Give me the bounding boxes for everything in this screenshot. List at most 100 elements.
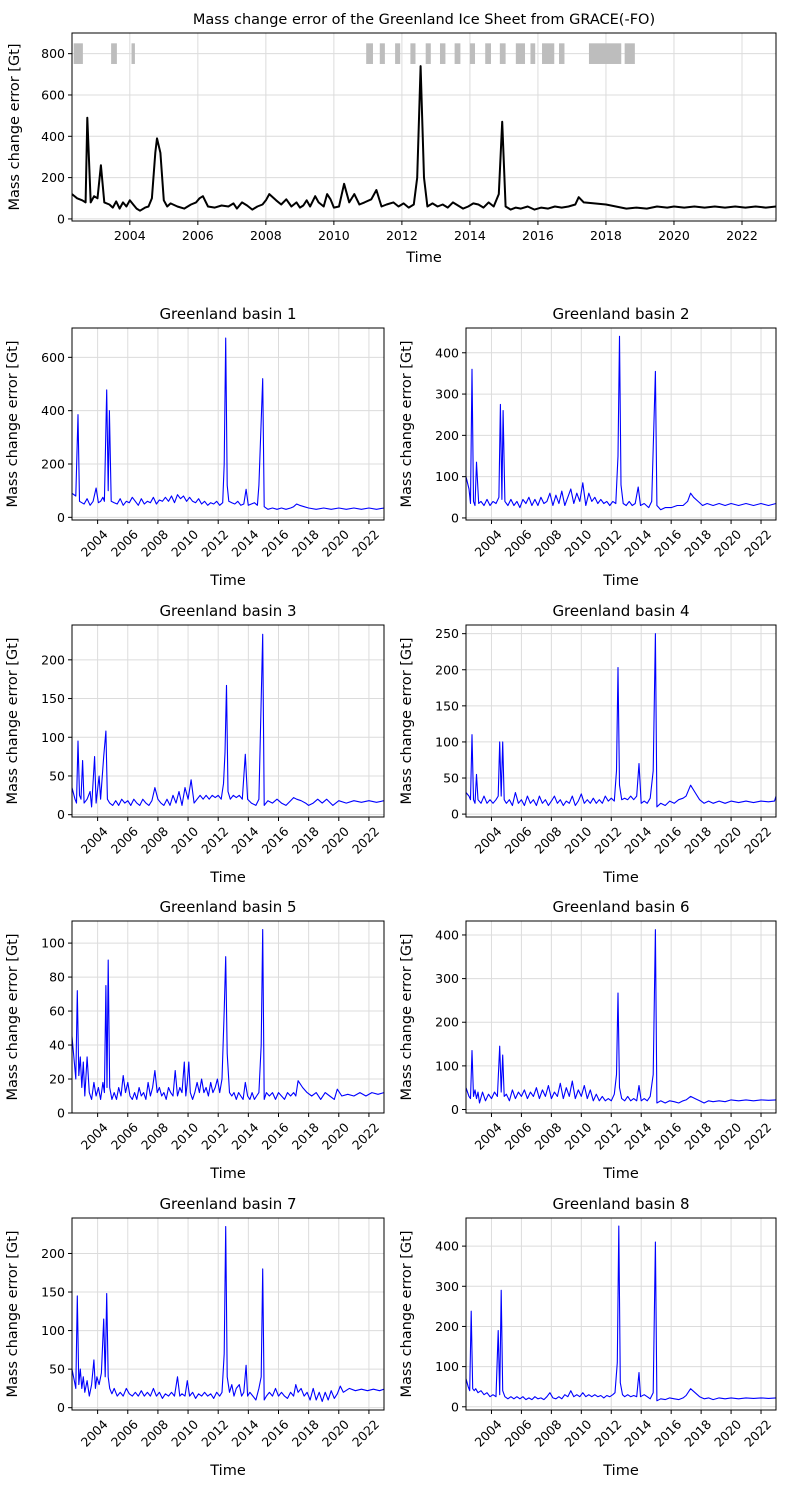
x-tick-label: 2018 (289, 527, 322, 560)
x-tick-label: 2010 (168, 1417, 201, 1450)
x-axis-label: Time (209, 870, 246, 886)
basin-title: Greenland basin 2 (552, 305, 689, 323)
y-tick-label: 100 (41, 936, 65, 951)
plot-frame (71, 624, 385, 818)
y-tick-label: 50 (49, 768, 65, 783)
basin-title: Greenland basin 8 (552, 1195, 689, 1213)
x-axis-label: Time (209, 1463, 246, 1479)
x-tick-label: 2010 (168, 1120, 201, 1153)
x-tick-label: 2016 (259, 527, 292, 560)
y-tick-label: 800 (41, 46, 65, 61)
plot-frame (71, 32, 777, 222)
y-tick-label: 0 (451, 807, 459, 822)
x-tick-label: 2010 (168, 527, 201, 560)
x-tick-label: 2012 (591, 824, 624, 857)
x-tick-label: 2010 (561, 527, 594, 560)
basin-title: Greenland basin 3 (159, 602, 296, 620)
x-tick-label: 2016 (651, 527, 684, 560)
y-tick-label: 600 (41, 350, 65, 365)
basin-panel-4: 0501001502002502004200620082010201220142… (399, 602, 777, 886)
y-tick-label: 60 (49, 1004, 65, 1019)
x-tick-label: 2014 (621, 1120, 654, 1153)
x-tick-label: 2014 (621, 527, 654, 560)
y-tick-label: 200 (435, 428, 459, 443)
y-axis-label: Mass change error [Gt] (5, 637, 21, 804)
basin-title: Greenland basin 1 (159, 305, 296, 323)
y-tick-label: 50 (49, 1362, 65, 1377)
ice-sheet-panel: 0 200 400 600 800 2004 2006 2008 2010 2012 2014 201… (7, 12, 777, 266)
missing-data-bar (439, 43, 446, 64)
series-line (465, 633, 777, 808)
plot-frame (465, 624, 777, 818)
y-tick-label: 400 (435, 1239, 459, 1254)
x-tick-label: 2014 (228, 527, 261, 560)
x-tick-label: 2018 (289, 1417, 322, 1450)
y-axis-label: Mass change error [Gt] (399, 1230, 415, 1397)
series-line (465, 1225, 777, 1402)
x-tick-label: 2020 (319, 1417, 352, 1450)
x-tick-label: 2006 (108, 1417, 141, 1450)
series-line (71, 928, 385, 1100)
x-tick-label: 2008 (531, 527, 564, 560)
x-tick-label: 2022 (741, 1120, 774, 1153)
x-tick-label: 2022 (349, 1120, 382, 1153)
y-tick-label: 40 (49, 1038, 65, 1053)
x-tick-label: 2008 (138, 824, 171, 857)
basin-panel-1: 0200400600200420062008201020122014201620… (5, 305, 385, 589)
y-tick-label: 0 (451, 1102, 459, 1117)
y-tick-label: 100 (435, 1359, 459, 1374)
x-tick-label: 2012 (198, 824, 231, 857)
x-tick-label: 2008 (531, 1417, 564, 1450)
series-line (71, 337, 385, 510)
y-tick-label: 150 (41, 691, 65, 706)
x-tick-label: 2014 (228, 1120, 261, 1153)
x-tick-label: 2008 (531, 824, 564, 857)
x-tick-label: 2016 (259, 1417, 292, 1450)
x-axis-label: Time (602, 1463, 639, 1479)
x-tick-label: 2020 (319, 1120, 352, 1153)
missing-data-bar (499, 43, 506, 64)
x-tick-label: 2006 (182, 228, 214, 243)
y-axis-label: Mass change error [Gt] (7, 43, 23, 210)
x-tick-label: 2018 (590, 228, 622, 243)
x-tick-label: 2012 (198, 1120, 231, 1153)
series-line (465, 929, 777, 1104)
plot-frame (465, 1217, 777, 1411)
x-tick-label: 2020 (319, 527, 352, 560)
y-axis-label: Mass change error [Gt] (399, 933, 415, 1100)
series-line (465, 335, 777, 511)
y-tick-label: 0 (57, 211, 65, 226)
x-tick-label: 2020 (711, 527, 744, 560)
x-tick-label: 2004 (78, 1120, 111, 1153)
basin-title: Greenland basin 5 (159, 898, 296, 916)
basin-panel-2: 0100200300400200420062008201020122014201… (399, 305, 777, 589)
x-tick-label: 2006 (502, 824, 535, 857)
basin-panel-3: 0 50 100 150 200 2004200620082010201220142016… (5, 602, 385, 886)
x-tick-label: 2006 (502, 1120, 535, 1153)
y-axis-label: Mass change error [Gt] (5, 1230, 21, 1397)
missing-data-bar (379, 43, 385, 64)
plot-frame (71, 327, 385, 521)
y-axis-label: Mass change error [Gt] (399, 637, 415, 804)
x-tick-label: 2018 (289, 1120, 322, 1153)
x-tick-label: 2004 (78, 824, 111, 857)
x-tick-label: 2010 (318, 228, 350, 243)
y-tick-label: 200 (435, 1319, 459, 1334)
x-tick-label: 2008 (531, 1120, 564, 1153)
basin-panel-8: 0100200300400200420062008201020122014201… (399, 1195, 777, 1479)
missing-data-bar (111, 43, 117, 64)
x-axis-label: Time (602, 870, 639, 886)
y-tick-label: 600 (41, 87, 65, 102)
missing-data-bar (542, 43, 555, 64)
y-tick-label: 100 (435, 1058, 459, 1073)
y-tick-label: 20 (49, 1072, 65, 1087)
x-tick-label: 2016 (259, 1120, 292, 1153)
y-axis-label: Mass change error [Gt] (5, 340, 21, 507)
y-tick-label: 150 (435, 698, 459, 713)
x-tick-label: 2020 (658, 228, 690, 243)
x-tick-label: 2006 (502, 527, 535, 560)
x-tick-label: 2006 (108, 824, 141, 857)
x-tick-label: 2022 (726, 228, 758, 243)
